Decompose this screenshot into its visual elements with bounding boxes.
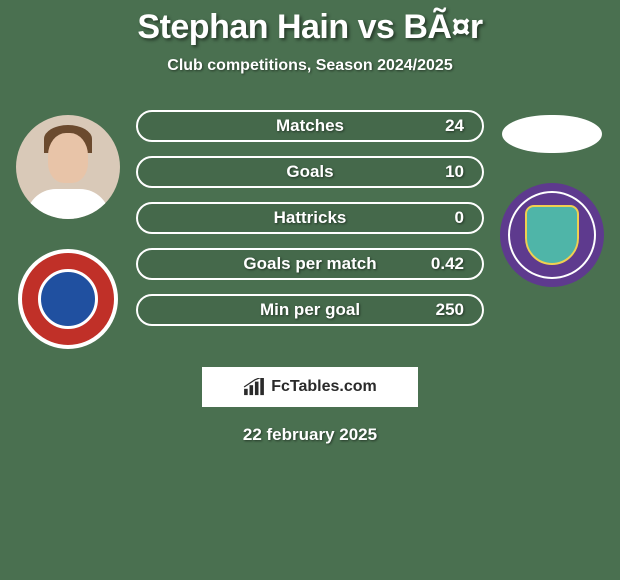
club-logo-left — [18, 249, 118, 349]
stat-label: Goals — [194, 162, 426, 182]
page-subtitle: Club competitions, Season 2024/2025 — [0, 57, 620, 75]
stat-row-goals: Goals 10 — [136, 156, 484, 188]
stat-row-hattricks: Hattricks 0 — [136, 202, 484, 234]
stat-label: Hattricks — [194, 208, 426, 228]
branding-text: FcTables.com — [271, 378, 377, 396]
stat-right-value: 10 — [426, 162, 464, 182]
branding-box[interactable]: FcTables.com — [202, 367, 418, 407]
page-title: Stephan Hain vs BÃ¤r — [0, 0, 620, 47]
stat-row-min-per-goal: Min per goal 250 — [136, 294, 484, 326]
stats-column: Matches 24 Goals 10 Hattricks 0 Goals pe… — [128, 110, 492, 326]
right-player-column — [492, 110, 612, 287]
left-player-column — [8, 110, 128, 349]
stat-row-matches: Matches 24 — [136, 110, 484, 142]
date-line: 22 february 2025 — [0, 425, 620, 445]
stat-label: Matches — [194, 116, 426, 136]
stat-right-value: 250 — [426, 300, 464, 320]
stat-label: Min per goal — [194, 300, 426, 320]
player-photo-left — [16, 115, 120, 219]
stat-right-value: 0 — [426, 208, 464, 228]
bar-chart-icon — [243, 378, 265, 396]
stat-label: Goals per match — [194, 254, 426, 274]
stat-right-value: 24 — [426, 116, 464, 136]
club-logo-right — [500, 183, 604, 287]
stat-right-value: 0.42 — [426, 254, 464, 274]
stat-row-goals-per-match: Goals per match 0.42 — [136, 248, 484, 280]
comparison-row: Matches 24 Goals 10 Hattricks 0 Goals pe… — [0, 110, 620, 349]
player-photo-right-placeholder — [502, 115, 602, 153]
